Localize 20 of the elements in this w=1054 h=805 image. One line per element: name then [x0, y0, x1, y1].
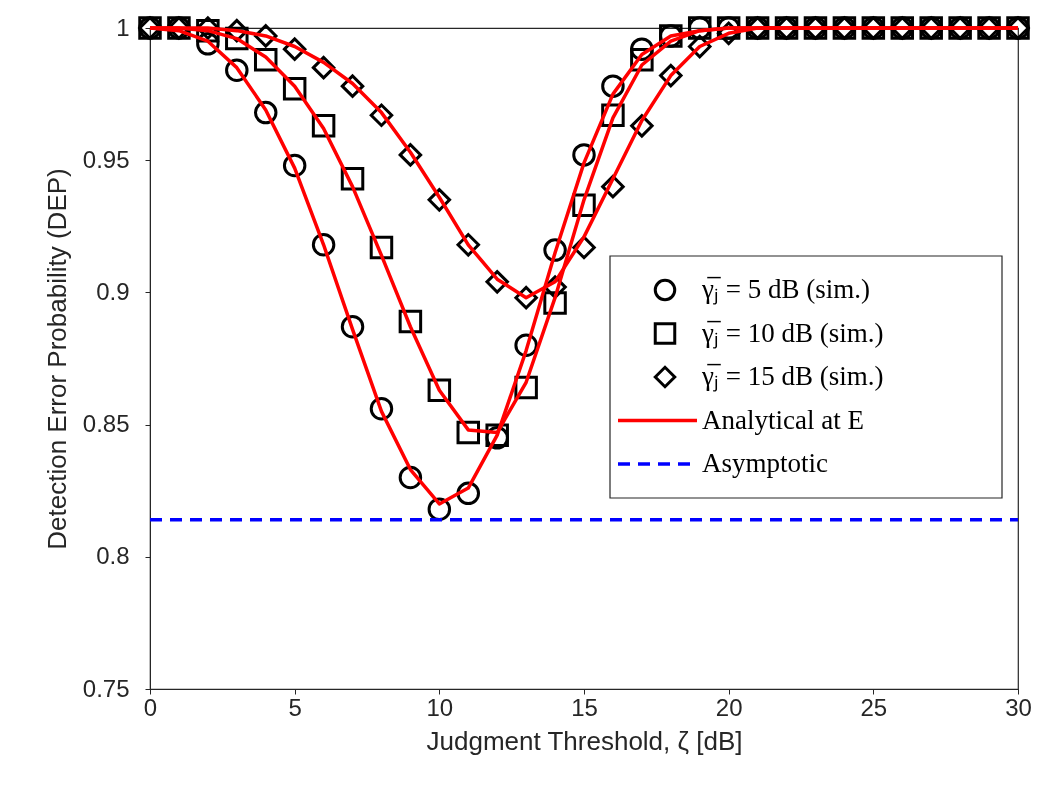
- y-tick-label: 0.95: [82, 145, 130, 173]
- x-axis-title: Judgment Threshold, ζ [dB]: [426, 725, 743, 756]
- x-tick-label: 25: [860, 693, 888, 721]
- legend-label: γ̅ⱼ = 15 dB (sim.): [701, 361, 884, 392]
- x-tick-label: 5: [288, 693, 302, 721]
- legend-label: γ̅ⱼ = 5 dB (sim.): [701, 274, 870, 305]
- x-tick-label: 20: [715, 693, 743, 721]
- x-tick-label: 0: [143, 693, 158, 721]
- y-axis-title: Detection Error Probability (DEP): [41, 168, 72, 550]
- y-tick-label: 0.75: [82, 674, 130, 702]
- legend-label: Asymptotic: [702, 448, 829, 478]
- x-tick-label: 30: [1005, 693, 1032, 721]
- legend-label: Analytical at E: [702, 404, 864, 435]
- legend-label: γ̅ⱼ = 10 dB (sim.): [701, 317, 884, 349]
- x-tick-label: 15: [571, 693, 598, 721]
- y-tick-label: 0.9: [96, 277, 130, 305]
- x-tick-label: 10: [426, 693, 454, 721]
- y-tick-label: 0.85: [82, 410, 130, 438]
- y-tick-label: 1: [116, 13, 130, 41]
- y-tick-label: 0.8: [96, 542, 130, 570]
